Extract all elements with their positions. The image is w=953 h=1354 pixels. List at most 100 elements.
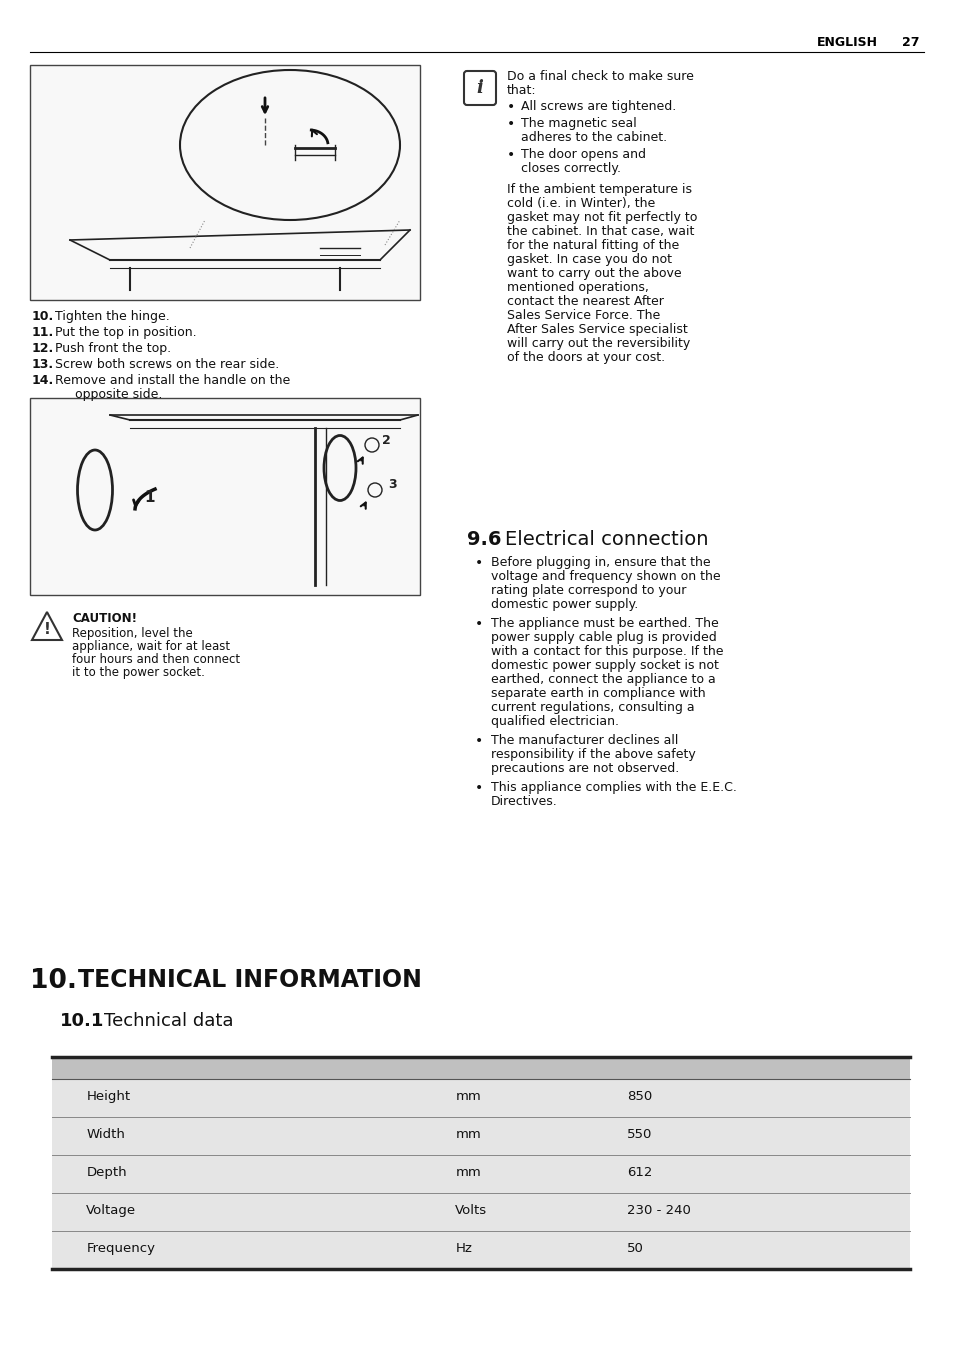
Text: •: • <box>506 116 515 131</box>
Text: Electrical connection: Electrical connection <box>504 529 708 548</box>
Text: The manufacturer declines all: The manufacturer declines all <box>491 734 678 747</box>
Text: Hz: Hz <box>455 1242 472 1255</box>
Text: !: ! <box>44 623 51 638</box>
Text: 2: 2 <box>381 433 391 447</box>
Text: 14.: 14. <box>32 374 54 387</box>
Text: gasket may not fit perfectly to: gasket may not fit perfectly to <box>506 211 697 223</box>
Text: 27: 27 <box>902 35 919 49</box>
Bar <box>52 1231 909 1269</box>
Bar <box>52 1057 909 1079</box>
Text: gasket. In case you do not: gasket. In case you do not <box>506 253 671 265</box>
Text: mm: mm <box>455 1166 480 1178</box>
Text: 10.: 10. <box>32 310 54 324</box>
Bar <box>52 1079 909 1117</box>
Ellipse shape <box>77 450 112 529</box>
Text: •: • <box>506 148 515 162</box>
Text: of the doors at your cost.: of the doors at your cost. <box>506 351 664 364</box>
Text: precautions are not observed.: precautions are not observed. <box>491 762 679 774</box>
FancyBboxPatch shape <box>463 70 496 106</box>
Text: mm: mm <box>455 1128 480 1140</box>
Text: i: i <box>476 79 483 97</box>
Text: The magnetic seal: The magnetic seal <box>520 116 636 130</box>
Text: Width: Width <box>86 1128 125 1140</box>
Text: domestic power supply.: domestic power supply. <box>491 598 638 611</box>
Text: it to the power socket.: it to the power socket. <box>71 666 205 678</box>
Text: power supply cable plug is provided: power supply cable plug is provided <box>491 631 716 645</box>
Text: Technical data: Technical data <box>104 1011 233 1030</box>
Text: separate earth in compliance with: separate earth in compliance with <box>491 686 705 700</box>
Text: voltage and frequency shown on the: voltage and frequency shown on the <box>491 570 720 584</box>
Text: Depth: Depth <box>86 1166 127 1178</box>
Text: ENGLISH: ENGLISH <box>816 35 877 49</box>
Text: •: • <box>475 781 483 795</box>
Text: appliance, wait for at least: appliance, wait for at least <box>71 640 230 653</box>
Text: 12.: 12. <box>32 343 54 355</box>
Text: that:: that: <box>506 84 536 97</box>
Bar <box>52 1155 909 1193</box>
Text: •: • <box>475 617 483 631</box>
Text: Screw both screws on the rear side.: Screw both screws on the rear side. <box>55 357 279 371</box>
Text: with a contact for this purpose. If the: with a contact for this purpose. If the <box>491 645 722 658</box>
Text: If the ambient temperature is: If the ambient temperature is <box>506 183 691 196</box>
Text: rating plate correspond to your: rating plate correspond to your <box>491 584 685 597</box>
Ellipse shape <box>180 70 399 219</box>
Text: TECHNICAL INFORMATION: TECHNICAL INFORMATION <box>78 968 421 992</box>
Text: 550: 550 <box>626 1128 652 1140</box>
Text: The appliance must be earthed. The: The appliance must be earthed. The <box>491 617 718 630</box>
Bar <box>52 1117 909 1155</box>
Text: 10.1: 10.1 <box>60 1011 104 1030</box>
Text: want to carry out the above: want to carry out the above <box>506 267 680 280</box>
Text: CAUTION!: CAUTION! <box>71 612 137 626</box>
Ellipse shape <box>324 436 355 501</box>
Text: mm: mm <box>455 1090 480 1102</box>
Text: All screws are tightened.: All screws are tightened. <box>520 100 676 112</box>
Text: responsibility if the above safety: responsibility if the above safety <box>491 747 695 761</box>
Text: After Sales Service specialist: After Sales Service specialist <box>506 324 687 336</box>
Polygon shape <box>32 612 62 640</box>
Text: Push front the top.: Push front the top. <box>55 343 171 355</box>
Text: The door opens and: The door opens and <box>520 148 645 161</box>
Text: four hours and then connect: four hours and then connect <box>71 653 240 666</box>
Text: 612: 612 <box>626 1166 652 1178</box>
Text: Tighten the hinge.: Tighten the hinge. <box>55 310 170 324</box>
Text: Put the top in position.: Put the top in position. <box>55 326 196 338</box>
Text: Remove and install the handle on the: Remove and install the handle on the <box>55 374 290 387</box>
Text: Reposition, level the: Reposition, level the <box>71 627 193 640</box>
Text: opposite side.: opposite side. <box>55 389 162 401</box>
Text: current regulations, consulting a: current regulations, consulting a <box>491 701 694 714</box>
Text: 850: 850 <box>626 1090 652 1102</box>
Text: qualified electrician.: qualified electrician. <box>491 715 618 728</box>
Text: cold (i.e. in Winter), the: cold (i.e. in Winter), the <box>506 196 655 210</box>
Text: for the natural fitting of the: for the natural fitting of the <box>506 240 679 252</box>
Text: 230 - 240: 230 - 240 <box>626 1204 690 1217</box>
Bar <box>30 65 419 301</box>
Text: •: • <box>475 734 483 747</box>
Bar <box>30 398 419 594</box>
Text: Volts: Volts <box>455 1204 487 1217</box>
Text: Before plugging in, ensure that the: Before plugging in, ensure that the <box>491 556 710 569</box>
Text: 11.: 11. <box>32 326 54 338</box>
Text: will carry out the reversibility: will carry out the reversibility <box>506 337 690 349</box>
Text: •: • <box>506 100 515 114</box>
Text: Height: Height <box>86 1090 131 1102</box>
Text: This appliance complies with the E.E.C.: This appliance complies with the E.E.C. <box>491 781 736 793</box>
Text: Frequency: Frequency <box>86 1242 155 1255</box>
Text: earthed, connect the appliance to a: earthed, connect the appliance to a <box>491 673 715 686</box>
Text: Sales Service Force. The: Sales Service Force. The <box>506 309 659 322</box>
Text: •: • <box>475 556 483 570</box>
Text: domestic power supply socket is not: domestic power supply socket is not <box>491 659 719 672</box>
Bar <box>52 1193 909 1231</box>
Text: 9.6: 9.6 <box>467 529 501 548</box>
Text: the cabinet. In that case, wait: the cabinet. In that case, wait <box>506 225 694 238</box>
Text: mentioned operations,: mentioned operations, <box>506 282 648 294</box>
Text: Directives.: Directives. <box>491 795 558 808</box>
Text: 50: 50 <box>626 1242 643 1255</box>
Text: 3: 3 <box>388 478 396 492</box>
Text: 10.: 10. <box>30 968 77 994</box>
Text: contact the nearest After: contact the nearest After <box>506 295 663 307</box>
Text: Voltage: Voltage <box>86 1204 136 1217</box>
Text: 1: 1 <box>145 490 155 505</box>
Text: adheres to the cabinet.: adheres to the cabinet. <box>520 131 666 144</box>
Text: closes correctly.: closes correctly. <box>520 162 620 175</box>
Text: Do a final check to make sure: Do a final check to make sure <box>506 70 693 83</box>
